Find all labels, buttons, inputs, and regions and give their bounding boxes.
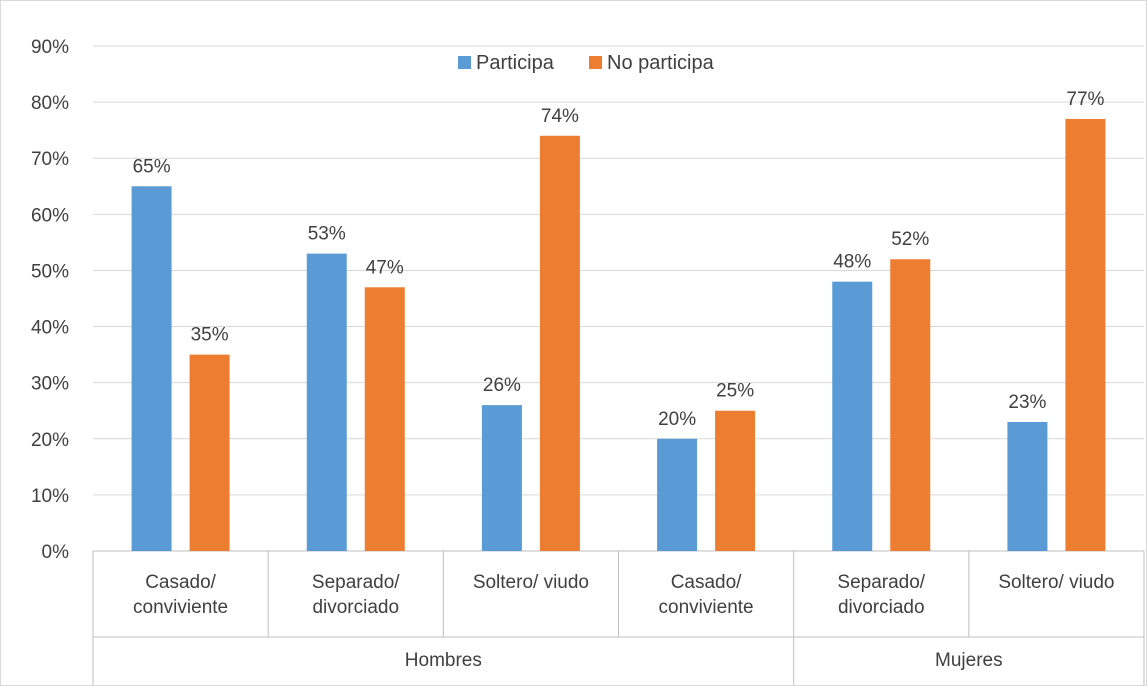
- data-label: 47%: [366, 257, 404, 278]
- legend-label: No participa: [607, 52, 715, 74]
- gridlines: [93, 45, 1144, 552]
- data-label: 53%: [308, 224, 346, 245]
- data-label: 23%: [1008, 392, 1046, 413]
- y-tick-label: 30%: [31, 374, 69, 395]
- x-category-label: conviviente: [659, 597, 754, 618]
- x-category-label: Soltero/ viudo: [473, 572, 589, 593]
- legend: Participa No participa: [458, 52, 715, 74]
- data-label: 20%: [658, 409, 696, 430]
- bars: [131, 118, 1106, 551]
- bar: [832, 281, 873, 551]
- x-category-label: divorciado: [838, 597, 925, 618]
- bar: [1007, 421, 1048, 551]
- x-category-label: Soltero/ viudo: [998, 572, 1114, 593]
- bar: [306, 253, 347, 551]
- bar: [657, 438, 698, 551]
- bar: [189, 354, 230, 551]
- x-category-label: conviviente: [133, 597, 228, 618]
- data-label: 48%: [833, 252, 871, 273]
- bar: [890, 259, 931, 551]
- y-tick-label: 50%: [31, 261, 69, 282]
- y-tick-label: 60%: [31, 205, 69, 226]
- x-category-label: Casado/: [145, 572, 216, 593]
- legend-label: Participa: [476, 52, 555, 74]
- x-category-label: divorciado: [312, 597, 399, 618]
- data-label: 25%: [716, 381, 754, 402]
- legend-swatch: [589, 56, 602, 69]
- bar: [539, 135, 580, 551]
- bar: [1065, 118, 1106, 551]
- y-tick-label: 90%: [31, 37, 69, 58]
- data-label: 35%: [191, 325, 229, 346]
- x-group-label: Hombres: [405, 650, 482, 671]
- bar: [481, 405, 522, 551]
- bar: [715, 410, 756, 551]
- bar: [131, 186, 172, 551]
- data-label: 77%: [1066, 89, 1104, 110]
- data-label: 65%: [133, 156, 171, 177]
- data-label: 26%: [483, 375, 521, 396]
- x-category-label: Separado/: [837, 572, 925, 593]
- x-category-label: Casado/: [671, 572, 742, 593]
- x-category-label: Separado/: [312, 572, 400, 593]
- data-label: 74%: [541, 106, 579, 127]
- y-tick-label: 40%: [31, 318, 69, 339]
- legend-swatch: [458, 56, 471, 69]
- bar: [364, 287, 405, 551]
- axes: 0% 10% 20% 30% 40% 50% 60% 70% 80% 90% Casado/conv…: [31, 37, 1145, 685]
- data-labels: 65% 35% 53% 47% 26% 74% 20% 25% 48% 52% 23% 77%: [133, 89, 1105, 430]
- data-label: 52%: [891, 229, 929, 250]
- x-group-label: Mujeres: [935, 650, 1003, 671]
- y-tick-label: 0%: [42, 542, 70, 563]
- y-tick-label: 70%: [31, 149, 69, 170]
- y-tick-label: 10%: [31, 486, 69, 507]
- y-tick-label: 80%: [31, 93, 69, 114]
- y-tick-label: 20%: [31, 430, 69, 451]
